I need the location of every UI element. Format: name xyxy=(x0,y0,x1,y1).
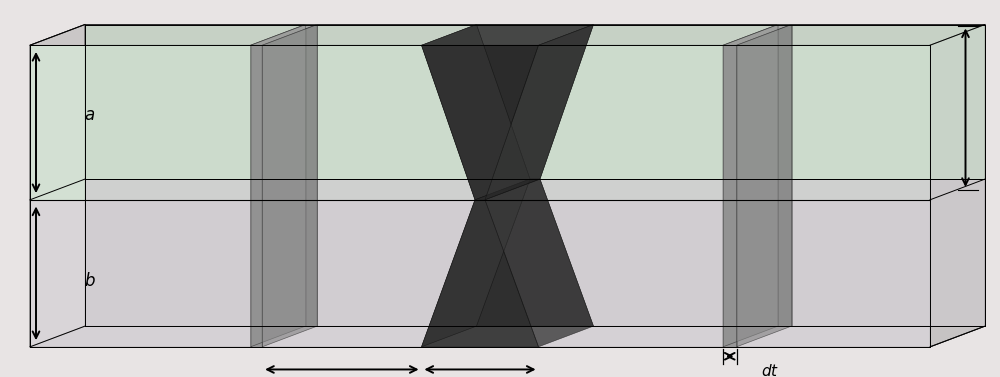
Text: $dt$: $dt$ xyxy=(761,363,779,377)
Polygon shape xyxy=(477,25,594,179)
Polygon shape xyxy=(30,25,85,347)
Polygon shape xyxy=(422,25,594,45)
Polygon shape xyxy=(262,25,317,347)
Polygon shape xyxy=(85,25,985,179)
Polygon shape xyxy=(306,25,317,326)
Polygon shape xyxy=(477,179,594,326)
Polygon shape xyxy=(485,25,594,200)
Text: $b$: $b$ xyxy=(84,272,96,290)
Polygon shape xyxy=(930,25,985,347)
Polygon shape xyxy=(250,45,262,347)
Polygon shape xyxy=(736,25,792,347)
Polygon shape xyxy=(30,200,930,347)
Polygon shape xyxy=(422,179,530,347)
Polygon shape xyxy=(475,179,540,200)
Text: $L$: $L$ xyxy=(337,375,347,377)
Polygon shape xyxy=(422,25,530,200)
Polygon shape xyxy=(250,25,306,347)
Polygon shape xyxy=(485,179,594,347)
Polygon shape xyxy=(778,25,792,326)
Polygon shape xyxy=(422,45,538,200)
Polygon shape xyxy=(723,45,736,347)
Text: $a$: $a$ xyxy=(84,106,96,124)
Polygon shape xyxy=(30,326,985,347)
Text: $t$: $t$ xyxy=(475,375,485,377)
Polygon shape xyxy=(723,25,778,347)
Polygon shape xyxy=(723,25,792,45)
Polygon shape xyxy=(30,45,930,200)
Polygon shape xyxy=(250,25,317,45)
Polygon shape xyxy=(85,179,985,326)
Polygon shape xyxy=(422,200,538,347)
Polygon shape xyxy=(30,25,985,45)
